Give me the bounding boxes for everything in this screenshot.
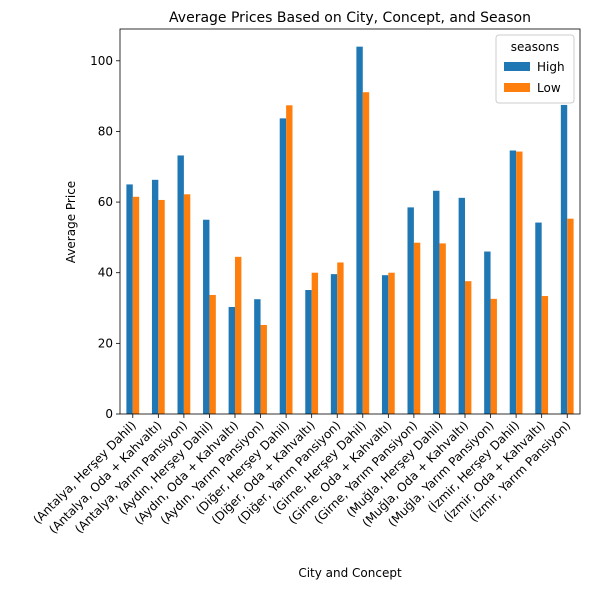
bar-high-17 xyxy=(560,104,568,414)
x-axis-label: City and Concept xyxy=(298,566,402,580)
bar-low-4 xyxy=(235,256,242,414)
bar-low-9 xyxy=(362,92,370,415)
bar-low-15 xyxy=(516,151,523,415)
plot-area-frame xyxy=(119,28,581,415)
legend: seasons High Low xyxy=(495,34,575,104)
bar-low-10 xyxy=(388,272,395,414)
bar-low-11 xyxy=(413,242,421,414)
bar-low-16 xyxy=(541,296,549,414)
bars-group xyxy=(126,46,574,415)
bar-low-1 xyxy=(158,199,165,414)
bar-high-8 xyxy=(330,274,338,414)
bar-high-5 xyxy=(254,299,261,414)
bar-high-13 xyxy=(458,197,465,414)
bar-low-17 xyxy=(567,218,574,414)
bar-high-12 xyxy=(433,190,440,414)
bar-high-15 xyxy=(509,150,517,415)
y-tick-label: 0 xyxy=(105,407,113,421)
bar-high-10 xyxy=(381,275,389,414)
bar-low-5 xyxy=(260,324,267,414)
y-axis-label: Average Price xyxy=(64,181,78,263)
bar-high-3 xyxy=(203,219,210,414)
bar-high-1 xyxy=(151,179,159,414)
x-axis: (Antalya, Herşey Dahil)(Antalya, Oda + K… xyxy=(30,414,573,536)
legend-title: seasons xyxy=(511,40,559,54)
bar-high-2 xyxy=(177,155,184,415)
bar-low-7 xyxy=(311,272,319,414)
bar-high-9 xyxy=(356,46,363,414)
legend-swatch-high xyxy=(504,62,530,71)
bar-low-12 xyxy=(439,243,446,414)
bar-high-0 xyxy=(126,184,133,414)
legend-label-low: Low xyxy=(537,81,561,95)
bar-low-8 xyxy=(337,262,344,414)
y-tick-label: 40 xyxy=(98,266,113,280)
bar-high-14 xyxy=(484,251,491,414)
bar-low-0 xyxy=(132,196,140,414)
y-tick-label: 20 xyxy=(98,336,113,350)
y-axis: 0 20 40 60 80 100 xyxy=(90,54,120,421)
bar-low-2 xyxy=(183,194,191,414)
legend-swatch-low xyxy=(504,83,530,92)
bar-low-3 xyxy=(209,294,216,414)
bar-low-13 xyxy=(465,281,472,414)
bar-low-14 xyxy=(490,298,497,414)
bar-high-6 xyxy=(279,118,287,414)
bar-low-6 xyxy=(286,105,293,414)
bar-high-4 xyxy=(228,306,235,414)
chart-title: Average Prices Based on City, Concept, a… xyxy=(169,10,531,26)
y-tick-label: 80 xyxy=(98,124,113,138)
y-tick-label: 100 xyxy=(90,54,113,68)
bar-high-7 xyxy=(305,290,312,414)
bar-high-11 xyxy=(407,207,414,414)
legend-label-high: High xyxy=(537,60,565,74)
bar-high-16 xyxy=(535,222,542,414)
y-tick-label: 60 xyxy=(98,195,113,209)
